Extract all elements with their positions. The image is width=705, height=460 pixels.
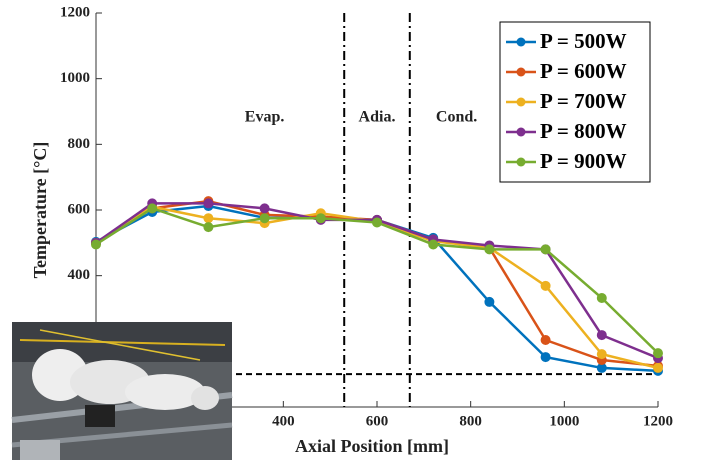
data-point (428, 239, 439, 250)
data-point (203, 222, 214, 233)
photo-wire (19, 339, 226, 346)
y-tick-label: 600 (68, 201, 91, 217)
x-tick-label: 400 (272, 413, 295, 429)
x-tick-label: 1000 (549, 413, 579, 429)
legend-marker (516, 97, 526, 107)
photo-wire (39, 329, 201, 361)
legend-label: P = 800W (540, 119, 627, 143)
section-label: Cond. (436, 109, 477, 126)
photo-insulation (125, 374, 205, 410)
data-point (653, 348, 663, 359)
y-tick-label: 400 (68, 267, 91, 283)
y-tick-label: 1200 (60, 4, 90, 20)
y-tick-label: 1000 (60, 70, 90, 86)
data-point (203, 198, 214, 209)
data-point (540, 280, 551, 291)
data-point (596, 292, 607, 303)
photo-block (85, 405, 115, 427)
y-tick-label: 800 (68, 136, 91, 152)
section-label: Evap. (245, 109, 285, 126)
data-point (484, 244, 495, 255)
y-axis-label: Temperature [°C] (30, 142, 50, 279)
data-point (596, 330, 607, 341)
legend-label: P = 500W (540, 29, 627, 53)
section-label: Adia. (359, 109, 396, 126)
x-axis-label: Axial Position [mm] (295, 436, 449, 456)
inset-photo (11, 322, 233, 460)
photo-insulation (191, 386, 219, 410)
legend-marker (516, 67, 526, 77)
legend-label: P = 900W (540, 149, 627, 173)
legend-marker (516, 127, 526, 137)
data-point (315, 213, 326, 224)
plot-area: 400 600 800 1000 1200 400 600 800 1000 1200 Axial … (30, 4, 673, 456)
legend-marker (516, 157, 526, 167)
x-tick-label: 800 (459, 413, 482, 429)
data-point (91, 239, 101, 250)
photo-plate (20, 440, 60, 460)
x-tick-label: 1200 (643, 413, 673, 429)
legend-marker (516, 37, 526, 47)
data-point (259, 213, 270, 224)
data-point (653, 362, 663, 373)
data-point (540, 335, 551, 346)
legend-label: P = 700W (540, 89, 627, 113)
data-point (372, 217, 382, 228)
legend-label: P = 600W (540, 59, 627, 83)
data-point (540, 244, 551, 255)
data-point (147, 203, 158, 214)
data-point (203, 213, 214, 224)
data-point (596, 349, 607, 360)
data-point (484, 296, 495, 307)
x-tick-label: 600 (366, 413, 389, 429)
data-point (540, 352, 551, 363)
data-point (259, 203, 270, 214)
